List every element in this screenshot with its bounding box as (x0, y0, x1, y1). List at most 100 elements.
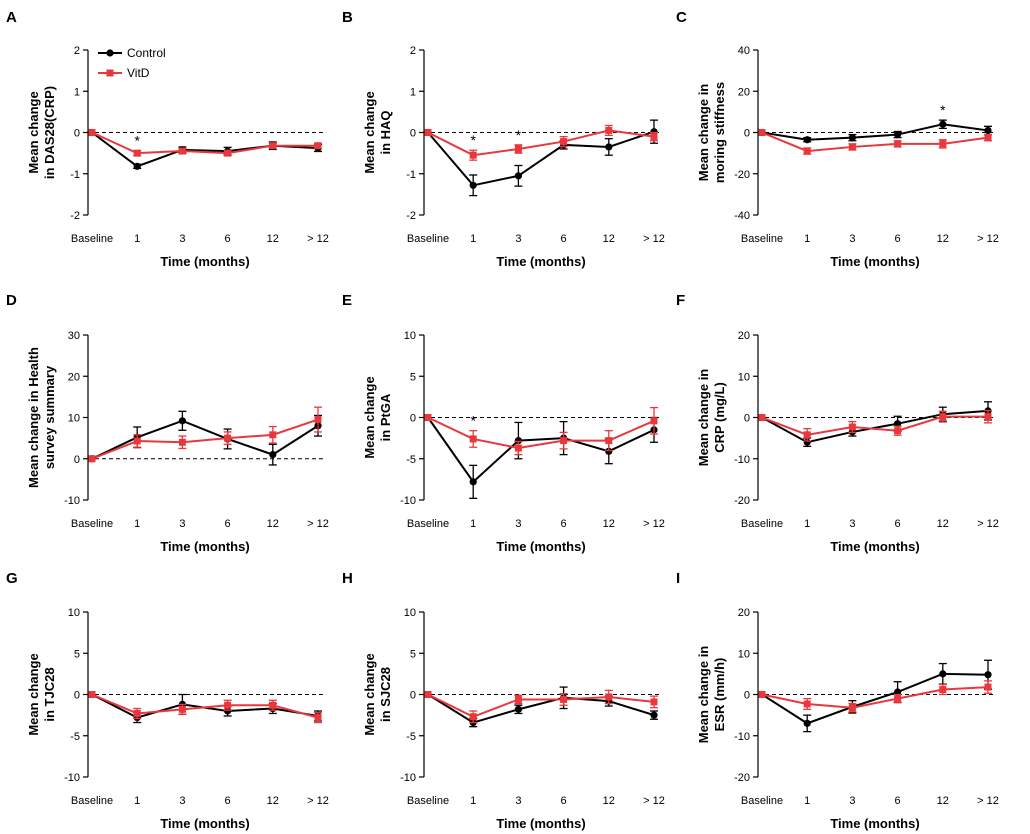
x-tick-label: 6 (895, 518, 901, 530)
x-axis-label: Time (months) (496, 816, 585, 831)
x-tick-label: 1 (804, 795, 810, 807)
data-point-vitd (269, 701, 277, 709)
data-point-vitd (314, 416, 322, 424)
data-point-vitd (133, 149, 141, 157)
x-tick-label: 1 (134, 795, 140, 807)
series-control (758, 119, 992, 144)
series-line-vitd (761, 686, 989, 709)
y-tick-label: 10 (404, 330, 416, 342)
x-tick-label: Baseline (71, 795, 113, 807)
y-axis-label-line: ESR (mm/h) (712, 658, 727, 732)
data-point-vitd (803, 700, 811, 708)
x-tick-label: 1 (134, 233, 140, 245)
data-point-control (514, 437, 523, 445)
data-point-vitd (133, 437, 141, 445)
data-point-control (133, 162, 141, 170)
y-tick-label: 5 (410, 648, 416, 660)
data-point-vitd (650, 133, 658, 141)
y-tick-label: -1 (70, 169, 80, 181)
data-point-vitd (224, 434, 232, 442)
y-axis-label-line: Mean change (26, 91, 41, 173)
x-tick-label: 12 (267, 795, 279, 807)
x-tick-label: 3 (515, 518, 521, 530)
panel-letter-b: B (342, 9, 353, 26)
data-point-control (605, 143, 613, 151)
data-point-control (469, 181, 477, 189)
y-tick-label: 10 (738, 371, 750, 383)
x-tick-label: 3 (849, 233, 855, 245)
series-line-vitd (91, 131, 318, 155)
significance-marker: * (470, 132, 476, 148)
data-point-vitd (894, 695, 902, 703)
x-axis-label: Time (months) (830, 539, 919, 554)
y-tick-label: 10 (68, 607, 80, 619)
x-tick-label: 12 (267, 518, 279, 530)
x-tick-label: 1 (470, 233, 476, 245)
significance-marker: * (940, 102, 946, 118)
legend-vitd-label: VitD (127, 66, 150, 80)
series-vitd (88, 691, 322, 724)
y-tick-label: -10 (64, 495, 80, 507)
data-point-control (894, 420, 902, 428)
x-tick-label: Baseline (407, 518, 449, 530)
x-tick-label: 6 (225, 795, 231, 807)
y-axis-label-line: in TJC28 (42, 667, 57, 721)
y-tick-label: 5 (74, 648, 80, 660)
data-point-vitd (314, 714, 322, 722)
data-point-vitd (469, 713, 477, 721)
y-axis-label: Mean changein DAS28(CRP) (26, 86, 57, 179)
y-tick-label: -5 (70, 731, 80, 743)
data-point-vitd (894, 427, 902, 435)
y-axis-label: Mean changein SJC28 (362, 653, 393, 735)
x-tick-label: 6 (225, 518, 231, 530)
x-tick-label: Baseline (741, 795, 783, 807)
data-point-vitd (269, 142, 277, 150)
y-tick-label: -10 (64, 772, 80, 784)
panel-letter-h: H (342, 570, 353, 587)
y-axis-label-line: Mean change (26, 653, 41, 735)
data-point-vitd (178, 147, 186, 155)
x-tick-label: Baseline (407, 233, 449, 245)
data-point-control (178, 417, 186, 425)
panel-letter-f: F (676, 292, 685, 309)
data-point-vitd (758, 129, 766, 136)
x-tick-label: 12 (937, 233, 949, 245)
data-point-vitd (984, 683, 992, 691)
x-tick-label: 6 (895, 233, 901, 245)
x-tick-label: 12 (603, 233, 615, 245)
series-line-vitd (427, 693, 655, 718)
data-point-vitd (650, 698, 658, 706)
y-tick-label: 20 (738, 330, 750, 342)
x-tick-label: Baseline (407, 795, 449, 807)
y-axis-label: Mean change inCRP (mg/L) (696, 369, 727, 467)
series-vitd (424, 406, 658, 456)
series-line-vitd (761, 415, 988, 436)
series-line-control (761, 672, 989, 725)
data-point-vitd (514, 695, 522, 703)
panel-letter-i: I (676, 570, 680, 587)
y-tick-label: -20 (734, 495, 750, 507)
data-point-control (514, 172, 523, 180)
legend-control-label: Control (127, 46, 166, 60)
data-point-vitd (224, 149, 232, 157)
data-point-vitd (88, 455, 96, 463)
panel-h: H Mean changein SJC28 -10 -5 0 5 10 Baseline 1 3 6… (342, 570, 665, 831)
x-tick-label: > 12 (643, 518, 665, 530)
y-tick-label: -5 (406, 454, 416, 466)
panel-letter-d: D (6, 292, 17, 309)
panel-letter-c: C (676, 9, 687, 26)
x-tick-label: 1 (470, 518, 476, 530)
y-axis-label: Mean changein TJC28 (26, 653, 57, 735)
panel-c: C Mean change inmoring stiffness -40 -20 0 20… (676, 9, 999, 269)
y-tick-label: 10 (404, 607, 416, 619)
series-line-vitd (91, 693, 319, 719)
y-tick-label: 0 (410, 690, 416, 702)
y-tick-label: -20 (734, 169, 750, 181)
y-tick-label: 5 (410, 371, 416, 383)
data-point-control (939, 120, 947, 128)
data-point-vitd (984, 413, 992, 421)
data-point-vitd (848, 423, 856, 431)
data-point-vitd (514, 444, 522, 452)
x-tick-label: 1 (804, 518, 810, 530)
